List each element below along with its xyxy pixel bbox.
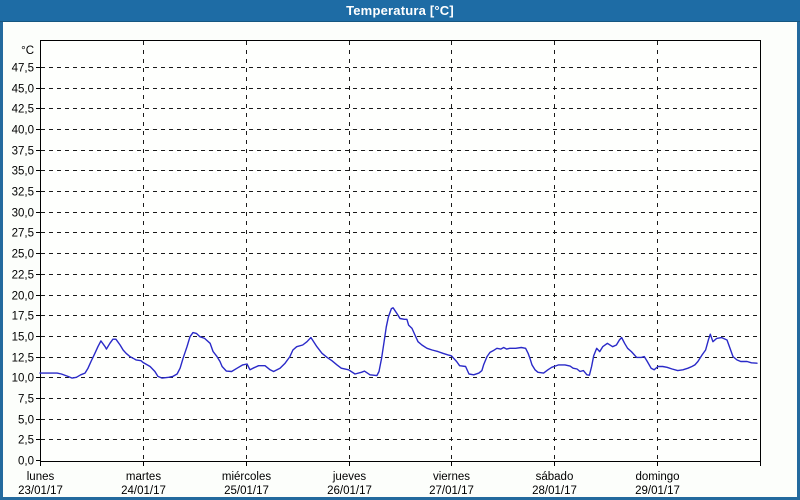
y-axis-tick-label: 40,0 xyxy=(12,125,34,137)
x-axis-day-label: viernes xyxy=(433,471,470,483)
y-axis-tick-label: 37,5 xyxy=(12,146,34,158)
x-axis-day-label: domingo xyxy=(635,471,679,483)
y-axis-tick-label: 45,0 xyxy=(12,84,34,96)
x-axis-date-label: 25/01/17 xyxy=(224,485,269,497)
plot-area xyxy=(40,40,761,461)
x-axis-day-label: sábado xyxy=(536,471,574,483)
y-axis-tick-label: 42,5 xyxy=(12,104,34,116)
y-axis-tick-label: 22,5 xyxy=(12,270,34,282)
y-axis-tick-label: 2,5 xyxy=(18,435,34,447)
y-axis-tick-label: 35,0 xyxy=(12,166,34,178)
x-axis-day-label: martes xyxy=(126,471,161,483)
x-axis-day-label: lunes xyxy=(27,471,55,483)
x-axis-date-label: 24/01/17 xyxy=(121,485,166,497)
x-axis-date-label: 28/01/17 xyxy=(532,485,577,497)
x-axis-day-label: jueves xyxy=(332,471,366,483)
y-axis-tick-label: 20,0 xyxy=(12,291,34,303)
x-axis-date-label: 23/01/17 xyxy=(18,485,63,497)
y-axis-tick-label: 25,0 xyxy=(12,249,34,261)
y-axis-tick-label: 15,0 xyxy=(12,332,34,344)
window-title: Temperatura [°C] xyxy=(346,3,454,18)
y-axis-tick-label: 12,5 xyxy=(12,353,34,365)
temperature-series-line xyxy=(39,307,758,379)
y-axis-tick-label: 47,5 xyxy=(12,63,34,75)
plot-frame xyxy=(40,40,761,462)
x-axis-date-label: 27/01/17 xyxy=(429,485,474,497)
window-title-bar: Temperatura [°C] xyxy=(0,0,800,22)
y-axis-tick-label: 32,5 xyxy=(12,187,34,199)
y-axis-tick-label: 7,5 xyxy=(18,394,34,406)
y-axis-tick-label: 30,0 xyxy=(12,208,34,220)
y-axis-tick-label: 5,0 xyxy=(18,415,34,427)
x-axis-day-label: miércoles xyxy=(222,471,271,483)
y-axis-tick-label: 0,0 xyxy=(18,456,34,468)
y-axis-unit-label: °C xyxy=(21,45,34,57)
x-axis-date-label: 29/01/17 xyxy=(635,485,680,497)
y-axis-tick-label: 17,5 xyxy=(12,311,34,323)
y-axis-tick-label: 10,0 xyxy=(12,373,34,385)
x-axis-date-label: 26/01/17 xyxy=(327,485,372,497)
y-axis-tick-label: 27,5 xyxy=(12,228,34,240)
